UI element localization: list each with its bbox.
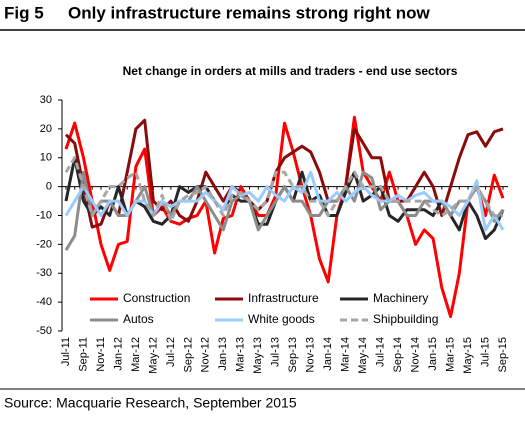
legend-label: Autos [123,312,154,326]
x-tick-label: Mar-15 [444,337,456,372]
legend-label: Machinery [373,291,428,305]
x-tick-label: Jan-12 [112,337,124,371]
y-tick-label: -20 [36,238,52,250]
series-line [64,170,505,232]
figure-label: Fig 5 [4,3,44,22]
chart-title: Only infrastructure remains strong right… [68,3,431,22]
x-tick-label: Mar-13 [235,337,247,372]
x-tick-label: Nov-11 [95,337,107,372]
x-tick-label: Sep-11 [77,337,89,372]
legend-label: Shipbuilding [373,312,438,326]
x-tick-label: Jul-15 [479,337,491,367]
series-line [64,115,505,319]
x-tick-label: May-15 [462,337,474,374]
y-tick-label: 30 [40,94,52,106]
chart-subtitle: Net change in orders at mills and trader… [123,64,458,78]
y-tick-label: 20 [40,123,52,135]
x-tick-label: May-12 [147,337,159,374]
x-tick-label: May-14 [357,337,369,374]
legend-label: White goods [248,312,315,326]
y-tick-label: -30 [36,267,52,279]
x-tick-label: Sep-13 [287,337,299,372]
x-tick-label: Mar-14 [340,337,352,372]
y-tick-label: -40 [36,296,52,308]
x-tick-label: Jan-15 [427,337,439,371]
x-tick-label: Jan-14 [322,337,334,371]
y-tick-label: -50 [36,325,52,337]
x-tick-label: Nov-12 [200,337,212,372]
x-tick-label: May-13 [252,337,264,374]
x-tick-label: Sep-14 [392,337,404,372]
x-tick-label: Jan-13 [217,337,229,371]
x-tick-label: Nov-14 [410,337,422,372]
legend-label: Construction [123,291,190,305]
x-tick-label: Jul-12 [165,337,177,367]
x-tick-label: Jul-13 [270,337,282,367]
legend-label: Infrastructure [248,291,319,305]
series-line [64,156,503,223]
y-tick-label: 0 [46,181,52,193]
x-tick-label: Mar-12 [130,337,142,372]
series-line [64,170,505,251]
series-line [64,118,504,229]
x-tick-label: Sep-12 [182,337,194,372]
x-tick-label: Jul-11 [60,337,72,366]
y-tick-label: 10 [40,152,52,164]
y-tick-label: -10 [36,209,52,221]
source: Source: Macquarie Research, September 20… [4,395,297,411]
x-tick-label: Nov-13 [305,337,317,372]
x-tick-label: Jul-14 [375,337,387,367]
x-tick-label: Sep-15 [497,337,509,372]
